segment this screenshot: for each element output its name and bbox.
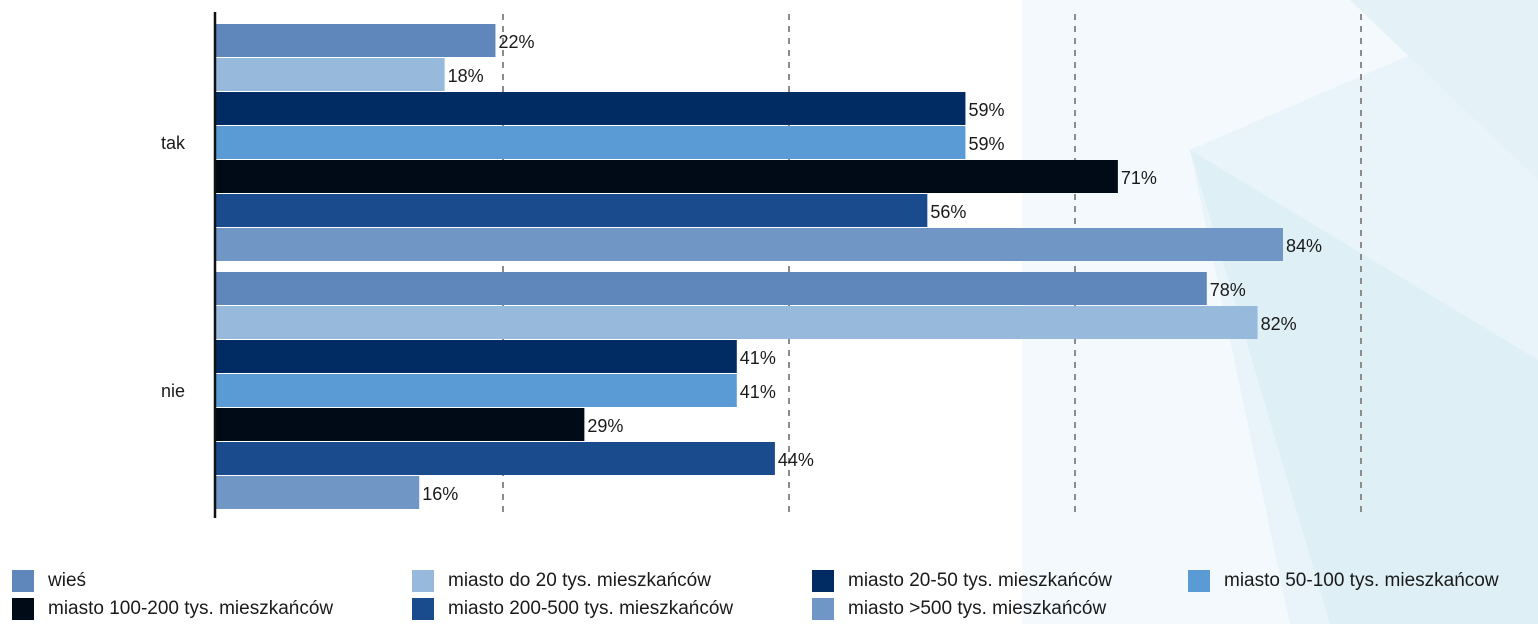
bar-chart: 22% 18% 59% 59% 71% 56% 84% 78% 82% 41% 41% 29% 44% 1… — [161, 12, 1362, 518]
legend-swatch — [1188, 570, 1210, 592]
bar-value-label: 41% — [740, 348, 776, 368]
legend: wieś miasto do 20 tys. mieszkańców miasto … — [0, 566, 1538, 624]
bar — [216, 58, 445, 91]
legend-item: miasto 50-100 tys. mieszkańcow — [1188, 569, 1499, 593]
legend-item: miasto >500 tys. mieszkańców — [812, 597, 1106, 621]
legend-item: wieś — [12, 569, 86, 593]
bar — [216, 24, 496, 57]
bars — [216, 24, 1283, 509]
bar-value-label: 22% — [498, 32, 534, 52]
category-label: tak — [161, 133, 186, 153]
bar-value-label: 78% — [1210, 280, 1246, 300]
bar — [216, 228, 1283, 261]
legend-swatch — [812, 598, 834, 620]
legend-label: miasto 20-50 tys. mieszkańców — [848, 570, 1112, 591]
legend-label: wieś — [48, 570, 87, 591]
bar-value-label: 56% — [930, 202, 966, 222]
legend-swatch — [12, 570, 34, 592]
legend-item: miasto do 20 tys. mieszkańców — [412, 569, 711, 593]
bar — [216, 374, 737, 407]
bar-value-label: 71% — [1121, 168, 1157, 188]
bar — [216, 476, 420, 509]
bar-value-label: 82% — [1261, 314, 1297, 334]
bar-value-label: 41% — [740, 382, 776, 402]
legend-label: miasto do 20 tys. mieszkańców — [448, 570, 711, 591]
legend-label: miasto 100-200 tys. mieszkańców — [48, 598, 334, 619]
data-labels: 22% 18% 59% 59% 71% 56% 84% 78% 82% 41% 41% 29% 44% 1… — [422, 32, 1322, 504]
bar — [216, 340, 737, 373]
bar — [216, 306, 1258, 339]
legend-label: miasto >500 tys. mieszkańców — [848, 598, 1107, 619]
bar-value-label: 44% — [778, 450, 814, 470]
legend-item: miasto 200-500 tys. mieszkańców — [412, 597, 733, 621]
category-labels: tak nie — [161, 133, 186, 401]
bar-value-label: 29% — [587, 416, 623, 436]
bar-value-label: 59% — [968, 134, 1004, 154]
legend-label: miasto 50-100 tys. mieszkańcow — [1224, 570, 1499, 591]
legend-item: miasto 100-200 tys. mieszkańców — [12, 597, 333, 621]
bar — [216, 160, 1118, 193]
bar-value-label: 18% — [448, 66, 484, 86]
legend-item: miasto 20-50 tys. mieszkańców — [812, 569, 1112, 593]
bar — [216, 92, 966, 125]
legend-swatch — [412, 598, 434, 620]
bar-value-label: 59% — [968, 100, 1004, 120]
bar — [216, 442, 775, 475]
bar-value-label: 16% — [422, 484, 458, 504]
bar — [216, 126, 966, 159]
legend-swatch — [12, 598, 34, 620]
bar — [216, 408, 585, 441]
bar-value-label: 84% — [1286, 236, 1322, 256]
legend-label: miasto 200-500 tys. mieszkańców — [448, 598, 734, 619]
category-label: nie — [161, 381, 185, 401]
bar — [216, 194, 928, 227]
legend-swatch — [412, 570, 434, 592]
bar — [216, 272, 1207, 305]
gridlines — [502, 14, 1362, 514]
legend-swatch — [812, 570, 834, 592]
